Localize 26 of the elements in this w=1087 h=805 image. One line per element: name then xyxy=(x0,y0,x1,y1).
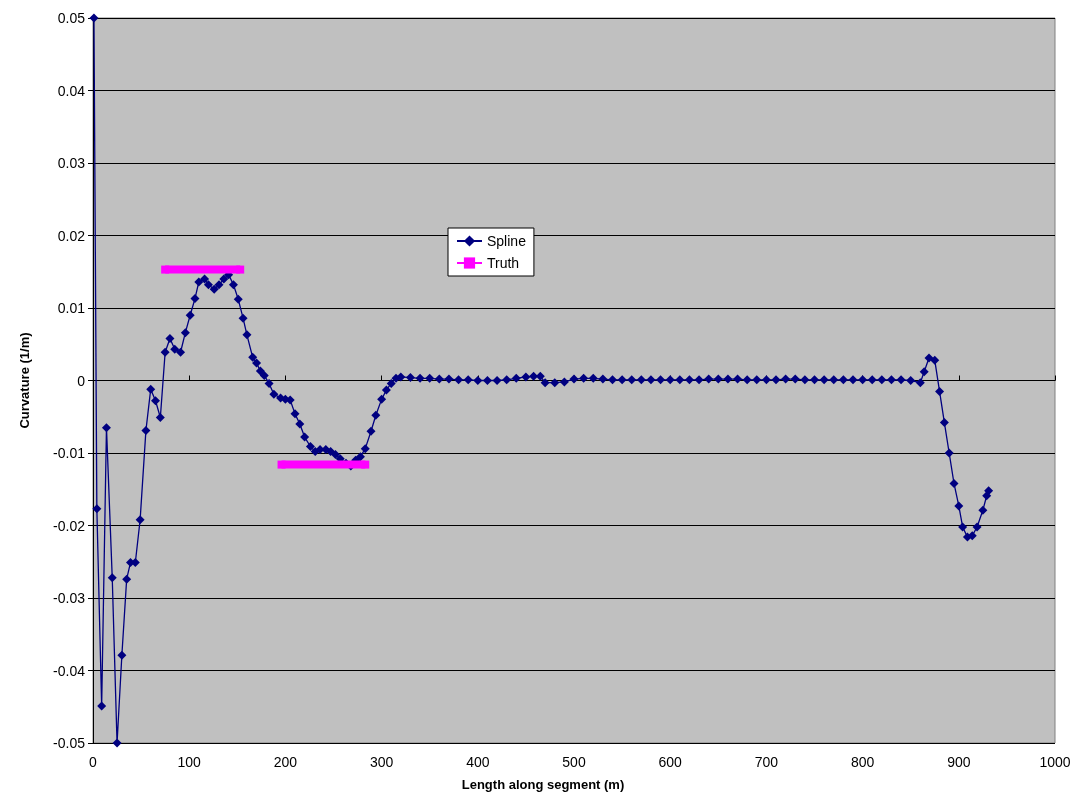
x-tick-label: 100 xyxy=(177,754,202,770)
x-tick-label: 900 xyxy=(947,754,971,770)
x-tick-label: 700 xyxy=(754,754,779,770)
y-tick-label: 0.02 xyxy=(57,227,86,244)
x-tick-label: 0 xyxy=(89,754,98,770)
y-tick-label: 0.01 xyxy=(57,300,86,316)
legend-label: Truth xyxy=(487,255,520,271)
y-tick-label: 0.04 xyxy=(57,82,86,99)
x-tick-label: 500 xyxy=(562,754,586,770)
x-tick-label: 400 xyxy=(466,754,490,770)
x-tick-label: 200 xyxy=(273,754,298,770)
x-tick-label: 600 xyxy=(658,754,683,770)
legend-label: Spline xyxy=(487,233,527,249)
y-tick-label: -0.01 xyxy=(53,445,86,461)
y-tick-label: -0.05 xyxy=(53,735,86,751)
y-tick-label: -0.04 xyxy=(53,662,86,679)
y-tick-label: -0.02 xyxy=(53,517,86,534)
y-tick-label: 0.03 xyxy=(57,155,86,171)
x-tick-label: 800 xyxy=(850,754,875,770)
x-axis-title: Length along segment (m) xyxy=(461,777,625,792)
x-tick-label: 300 xyxy=(369,754,394,770)
y-tick-label: 0.05 xyxy=(57,10,86,26)
y-tick-label: 0 xyxy=(77,372,86,389)
x-tick-label: 1000 xyxy=(1039,754,1071,770)
y-axis-title: Curvature (1/m) xyxy=(17,332,32,429)
y-tick-label: -0.03 xyxy=(53,590,86,606)
